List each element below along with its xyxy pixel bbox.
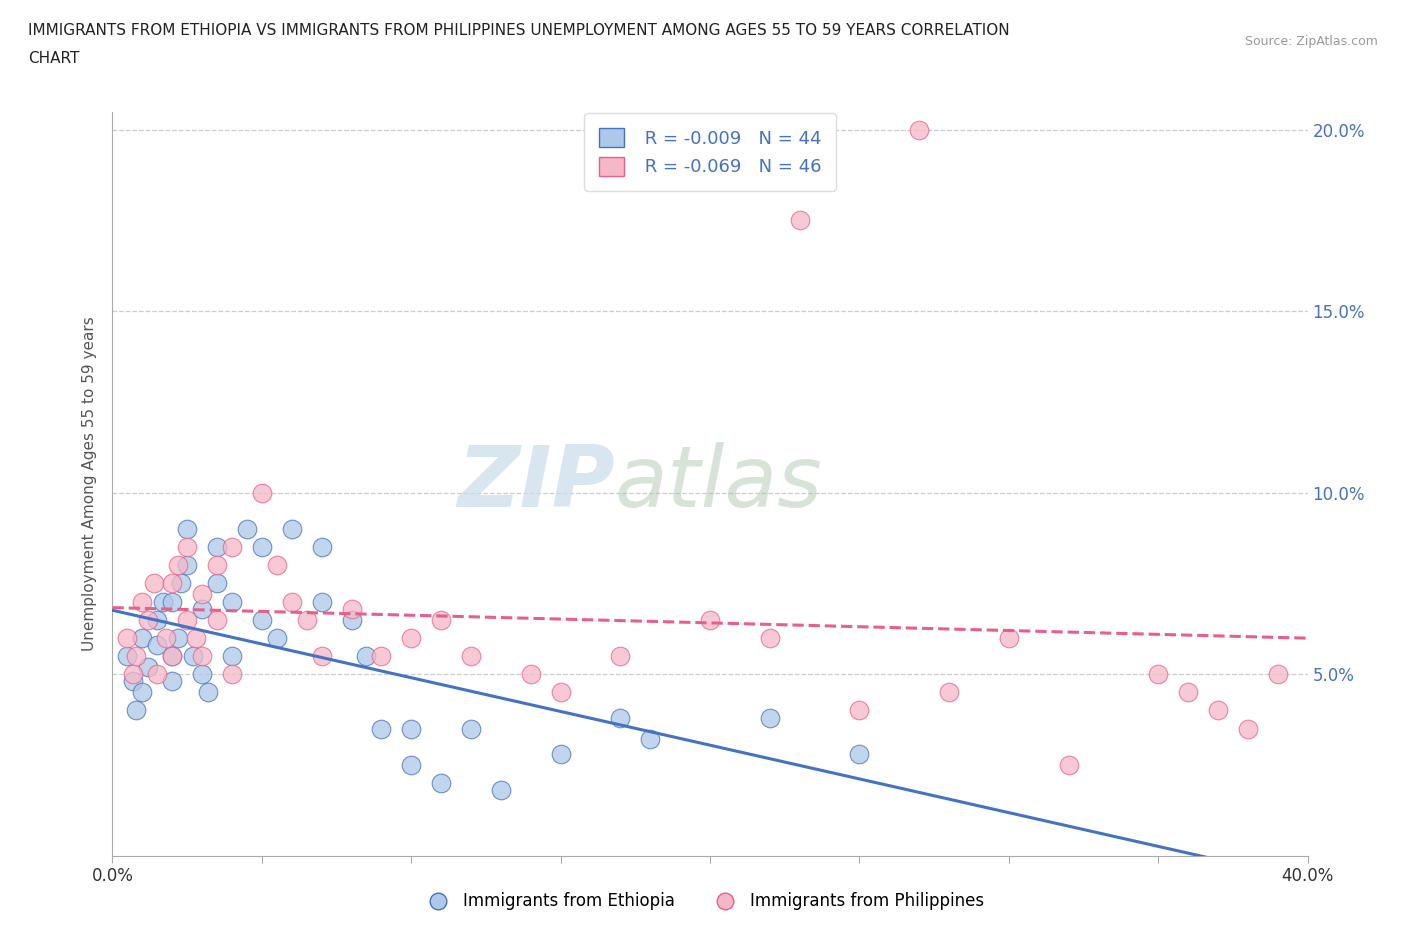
Point: [1237, 721, 1260, 736]
Point: [162, 648, 183, 663]
Point: [191, 587, 214, 602]
Point: [609, 711, 631, 725]
Point: [176, 539, 198, 554]
Point: [197, 684, 219, 699]
Point: [1147, 667, 1170, 682]
Point: [998, 631, 1021, 645]
Text: CHART: CHART: [28, 51, 80, 66]
Point: [401, 631, 423, 645]
Point: [430, 612, 453, 627]
Point: [152, 594, 174, 609]
Point: [848, 747, 870, 762]
Point: [117, 631, 139, 645]
Point: [356, 648, 378, 663]
Point: [122, 667, 145, 682]
Point: [340, 602, 363, 617]
Text: atlas: atlas: [614, 442, 823, 525]
Point: [311, 648, 333, 663]
Point: [340, 612, 363, 627]
Point: [205, 539, 228, 554]
Point: [221, 648, 243, 663]
Point: [640, 732, 662, 747]
Point: [205, 612, 228, 627]
Point: [266, 631, 288, 645]
Point: [191, 648, 214, 663]
Point: [848, 703, 870, 718]
Point: [162, 648, 183, 663]
Point: [181, 648, 204, 663]
Point: [176, 522, 198, 537]
Point: [117, 648, 139, 663]
Point: [176, 612, 198, 627]
Point: [143, 576, 166, 591]
Point: [1267, 667, 1289, 682]
Point: [460, 721, 482, 736]
Point: [609, 648, 631, 663]
Point: [167, 558, 190, 573]
Point: [221, 594, 243, 609]
Text: ZIP: ZIP: [457, 442, 614, 525]
Point: [938, 684, 960, 699]
Point: [908, 123, 931, 138]
Point: [138, 659, 160, 674]
Point: [146, 667, 169, 682]
Point: [250, 539, 273, 554]
Point: [162, 594, 183, 609]
Point: [1206, 703, 1229, 718]
Point: [311, 594, 333, 609]
Point: [370, 721, 392, 736]
Point: [550, 684, 572, 699]
Point: [125, 648, 148, 663]
Point: [155, 631, 177, 645]
Point: [311, 539, 333, 554]
Point: [131, 631, 153, 645]
Legend:  R = -0.009   N = 44,  R = -0.069   N = 46: R = -0.009 N = 44, R = -0.069 N = 46: [585, 113, 835, 191]
Point: [266, 558, 288, 573]
Point: [520, 667, 543, 682]
Point: [430, 776, 453, 790]
Point: [170, 576, 193, 591]
Legend: Immigrants from Ethiopia, Immigrants from Philippines: Immigrants from Ethiopia, Immigrants fro…: [415, 885, 991, 917]
Point: [789, 213, 811, 228]
Point: [550, 747, 572, 762]
Point: [759, 631, 782, 645]
Point: [281, 594, 304, 609]
Point: [401, 721, 423, 736]
Point: [167, 631, 190, 645]
Point: [1177, 684, 1199, 699]
Point: [281, 522, 304, 537]
Text: Source: ZipAtlas.com: Source: ZipAtlas.com: [1244, 35, 1378, 48]
Point: [205, 558, 228, 573]
Point: [489, 783, 512, 798]
Point: [221, 667, 243, 682]
Point: [1057, 757, 1080, 772]
Point: [370, 648, 392, 663]
Point: [191, 667, 214, 682]
Text: IMMIGRANTS FROM ETHIOPIA VS IMMIGRANTS FROM PHILIPPINES UNEMPLOYMENT AMONG AGES : IMMIGRANTS FROM ETHIOPIA VS IMMIGRANTS F…: [28, 23, 1010, 38]
Point: [138, 612, 160, 627]
Point: [250, 612, 273, 627]
Point: [759, 711, 782, 725]
Point: [236, 522, 259, 537]
Point: [162, 674, 183, 689]
Point: [295, 612, 318, 627]
Point: [205, 576, 228, 591]
Point: [191, 602, 214, 617]
Point: [131, 684, 153, 699]
Point: [250, 485, 273, 500]
Point: [460, 648, 482, 663]
Point: [146, 612, 169, 627]
Point: [131, 594, 153, 609]
Point: [401, 757, 423, 772]
Y-axis label: Unemployment Among Ages 55 to 59 years: Unemployment Among Ages 55 to 59 years: [82, 316, 97, 651]
Point: [162, 576, 183, 591]
Point: [176, 558, 198, 573]
Point: [221, 539, 243, 554]
Point: [125, 703, 148, 718]
Point: [146, 638, 169, 653]
Point: [699, 612, 721, 627]
Point: [186, 631, 208, 645]
Point: [122, 674, 145, 689]
